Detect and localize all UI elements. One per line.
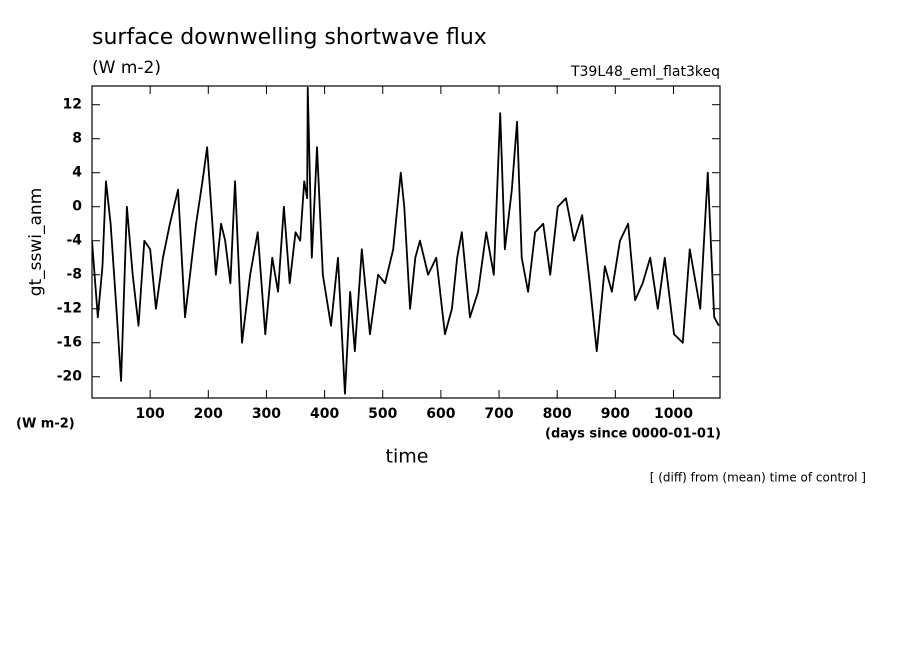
x-tick-label: 700 [484,406,513,422]
x-tick-label: 300 [252,406,281,422]
x-tick-label: 500 [368,406,397,422]
x-tick-label: 900 [601,406,630,422]
x-axis-label: time [386,446,429,468]
x-tick-label: 800 [543,406,572,422]
y-tick-label: 12 [63,97,82,113]
y-axis-label: gt_sswi_anm [26,188,46,297]
y-tick-label: 4 [72,165,82,181]
x-tick-label: 200 [194,406,223,422]
y-tick-label: 8 [72,131,82,147]
y-units: (W m-2) [16,417,75,432]
x-tick-label: 400 [310,406,339,422]
chart-subtitle: (W m-2) [92,58,161,78]
chart-title: surface downwelling shortwave flux [92,25,487,50]
x-units: (days since 0000-01-01) [545,427,721,442]
y-tick-label: -12 [57,301,82,317]
run-label: T39L48_eml_flat3keq [570,64,720,80]
x-tick-label: 100 [136,406,165,422]
y-tick-label: 0 [72,199,82,215]
y-tick-label: -8 [66,267,82,283]
note: [ (diff) from (mean) time of control ] [650,471,866,485]
y-tick-label: -20 [57,369,83,385]
y-tick-label: -16 [57,335,82,351]
y-tick-label: -4 [66,233,82,249]
x-tick-label: 1000 [654,406,693,422]
data-line [92,86,720,395]
x-tick-label: 600 [426,406,455,422]
